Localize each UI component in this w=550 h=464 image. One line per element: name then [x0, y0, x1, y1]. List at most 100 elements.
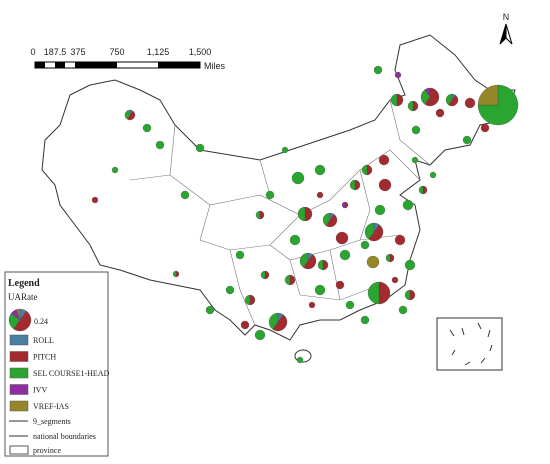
pie-slice — [349, 179, 356, 191]
pie-slice — [398, 305, 408, 315]
inset-box — [436, 317, 503, 371]
pie-slice — [360, 315, 370, 325]
pie-slice — [225, 285, 235, 295]
pie-slice — [378, 154, 390, 166]
pie-slice — [411, 125, 421, 135]
legend-label: ROLL — [33, 336, 54, 345]
legend-size-label: 0.24 — [34, 317, 48, 326]
legend-line-label: province — [33, 446, 61, 455]
pie-slice — [396, 93, 404, 107]
scale-label: 750 — [109, 47, 124, 57]
scale-bar — [75, 62, 117, 68]
scale-label: 1,500 — [189, 47, 212, 57]
pie-slice — [418, 185, 424, 195]
pie-slice — [249, 294, 256, 306]
pie-slice — [341, 201, 346, 209]
pie-markers — [91, 65, 519, 364]
pie-slice — [255, 210, 261, 220]
pie-slice — [91, 196, 99, 204]
pie-slice — [407, 100, 414, 112]
legend-area-swatch — [9, 445, 29, 455]
legend-label: VREF-IAS — [33, 402, 69, 411]
pie-slice — [142, 123, 152, 133]
pie-slice — [462, 135, 472, 145]
pie-slice — [335, 280, 345, 290]
pie-slice — [360, 240, 370, 250]
north-arrow — [505, 23, 513, 45]
legend-swatch — [9, 351, 29, 362]
legend-label: PITCH — [33, 353, 56, 362]
pie-slice — [373, 65, 383, 75]
legend-swatch — [9, 400, 29, 412]
pie-slice — [303, 254, 317, 270]
pie-slice — [314, 164, 326, 176]
scale-label: 0 — [30, 47, 35, 57]
legend-label: SEL COURSE1-HEAD — [33, 369, 110, 378]
pie-slice — [339, 249, 351, 261]
pie-slice — [404, 289, 411, 301]
pie-slice — [464, 97, 476, 109]
pie-slice — [124, 109, 131, 120]
pie-slice — [409, 289, 416, 301]
legend-swatch — [9, 334, 29, 346]
pie-slice — [13, 310, 32, 332]
pie-slice — [180, 190, 190, 200]
legend-line-label: 9_segments — [33, 417, 71, 426]
pie-slice — [429, 171, 437, 179]
scale-label: 187.5 — [44, 47, 67, 57]
pie-slice — [364, 222, 375, 240]
pie-slice — [325, 214, 338, 228]
legend-box — [4, 271, 109, 457]
pie-slice — [244, 294, 251, 306]
pie-slice — [322, 259, 329, 271]
pie-slice — [385, 253, 391, 263]
national-boundary — [41, 34, 516, 341]
pie-slice — [304, 206, 313, 222]
pie-slice — [366, 255, 380, 269]
pie-slice — [435, 108, 445, 118]
pie-slice — [316, 191, 324, 199]
scale-bar — [158, 62, 200, 68]
pie-slice — [281, 146, 289, 154]
pie-slice — [394, 234, 406, 246]
pie-slice — [354, 179, 361, 191]
pie-slice — [445, 93, 453, 106]
pie-slice — [411, 156, 419, 164]
pie-slice — [378, 178, 392, 192]
pie-slice — [394, 71, 402, 79]
nine-segments — [449, 322, 493, 366]
pie-slice — [367, 281, 380, 305]
pie-slice — [335, 231, 349, 245]
pie-slice — [368, 224, 384, 242]
north-label: N — [503, 12, 510, 22]
pie-slice — [424, 87, 431, 98]
scale-label: 1,125 — [147, 47, 170, 57]
pie-slice — [412, 100, 419, 112]
legend-pie — [8, 308, 32, 332]
scale-bar — [55, 62, 65, 68]
pie-slice — [361, 164, 368, 176]
pie-slice — [477, 84, 519, 126]
pie-slice — [345, 300, 355, 310]
legend: Legend UARate 0.24 ROLL PITCH SEL COURSE1-… — [4, 271, 110, 457]
legend-line-label: national boundaries — [33, 432, 96, 441]
pie-slice — [284, 274, 291, 286]
pie-slice — [111, 166, 119, 174]
legend-field: UARate — [8, 292, 38, 302]
pie-slice — [344, 201, 349, 209]
pie-slice — [480, 123, 490, 133]
pie-slice — [205, 305, 215, 315]
pie-slice — [268, 312, 279, 330]
pie-slice — [404, 259, 416, 271]
pie-slice — [296, 356, 304, 364]
pie-slice — [155, 140, 165, 150]
pie-slice — [477, 84, 499, 106]
pie-slice — [366, 164, 373, 176]
pie-slice — [424, 87, 440, 107]
pie-slice — [448, 94, 459, 107]
legend-label: IVV — [33, 386, 47, 395]
pie-slice — [235, 250, 245, 260]
pie-slice — [175, 270, 180, 278]
pie-slice — [317, 259, 324, 271]
